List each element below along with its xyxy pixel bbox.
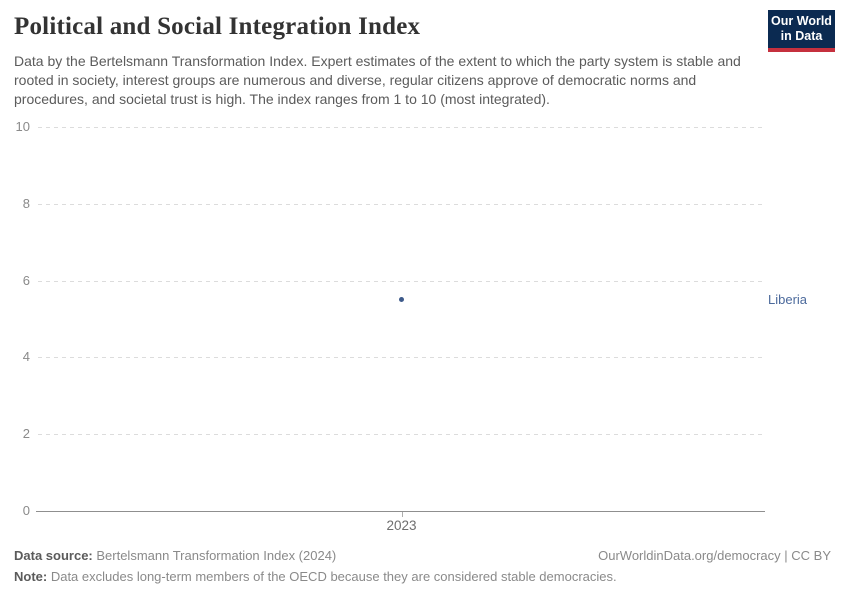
y-axis-tick-label: 4 bbox=[22, 349, 30, 365]
footer-source-row: Data source: Bertelsmann Transformation … bbox=[14, 548, 831, 564]
gridline-y-6 bbox=[38, 280, 765, 282]
note-label: Note: bbox=[14, 569, 48, 584]
gridline-y-2 bbox=[38, 434, 765, 436]
y-axis-tick-label: 8 bbox=[22, 195, 30, 211]
owid-logo-line2: in Data bbox=[780, 29, 823, 43]
gridline-y-4 bbox=[38, 357, 765, 359]
owid-logo[interactable]: Our World in Data bbox=[768, 10, 835, 52]
y-axis-tick-label: 0 bbox=[22, 503, 30, 518]
data-source-label: Data source: bbox=[14, 548, 93, 563]
gridline-y-10 bbox=[38, 127, 765, 128]
y-axis-tick-label: 2 bbox=[22, 426, 30, 442]
data-source: Data source: Bertelsmann Transformation … bbox=[14, 548, 336, 564]
y-axis-tick-label: 6 bbox=[22, 272, 30, 288]
data-source-value: Bertelsmann Transformation Index (2024) bbox=[92, 548, 337, 563]
attribution-link[interactable]: OurWorldinData.org/democracy | CC BY bbox=[598, 548, 831, 563]
x-axis-tick-label: 2023 bbox=[386, 518, 417, 533]
page-title: Political and Social Integration Index bbox=[14, 13, 421, 40]
x-axis-line bbox=[36, 511, 765, 512]
note-value: Data excludes long-term members of the O… bbox=[47, 569, 617, 584]
gridline-y-8 bbox=[38, 203, 765, 205]
data-point-liberia[interactable] bbox=[399, 297, 404, 303]
x-axis-tick-mark bbox=[401, 512, 403, 517]
footer-note: Note: Data excludes long-term members of… bbox=[14, 569, 617, 585]
y-axis-tick-label: 10 bbox=[15, 119, 30, 134]
entity-label-liberia[interactable]: Liberia bbox=[768, 291, 808, 307]
chart-subtitle: Data by the Bertelsmann Transformation I… bbox=[14, 53, 741, 107]
owid-logo-line1: Our World bbox=[771, 14, 832, 28]
